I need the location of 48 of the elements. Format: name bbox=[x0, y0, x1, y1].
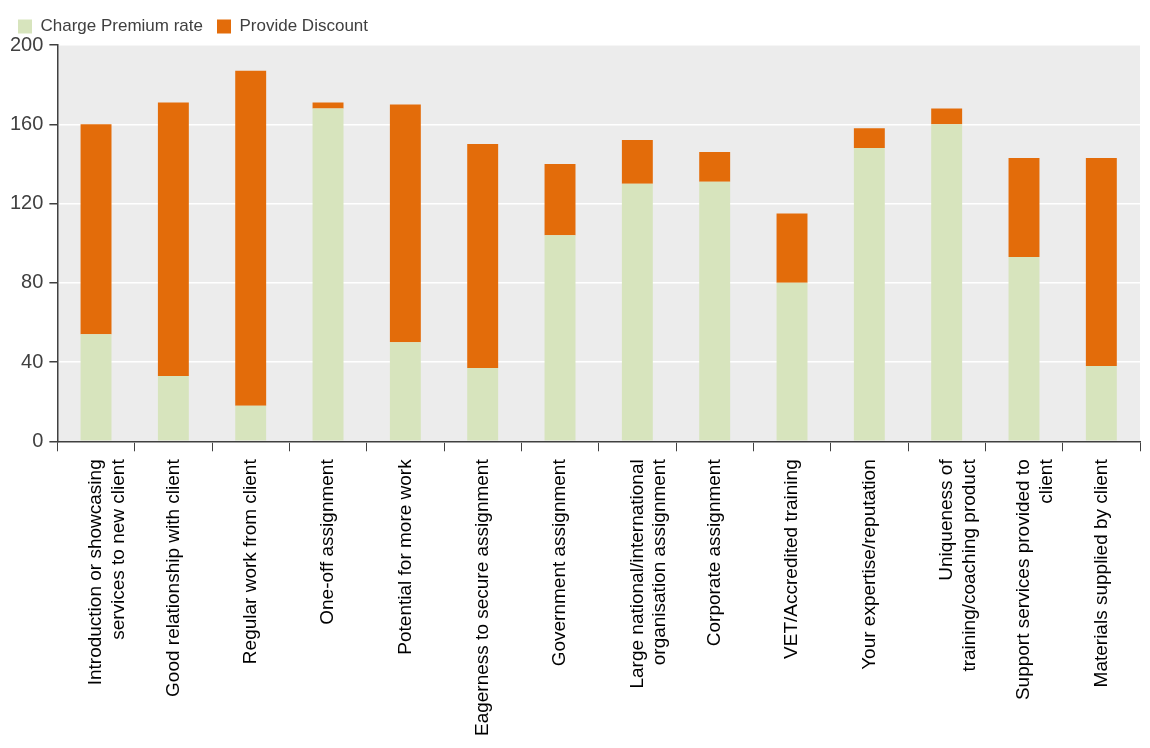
bar bbox=[467, 367, 499, 441]
y-tick-label: 80 bbox=[21, 270, 44, 293]
x-tick-label: Support services provided to client bbox=[1012, 458, 1057, 701]
bar bbox=[312, 102, 344, 109]
bar bbox=[699, 181, 731, 441]
x-tick-label: Eagerness to secure assignment bbox=[470, 458, 492, 737]
bar bbox=[157, 102, 189, 376]
x-tick-label: Potential for more work bbox=[393, 458, 415, 655]
bar bbox=[544, 235, 576, 441]
bar bbox=[621, 183, 653, 441]
legend-label: Provide Discount bbox=[239, 16, 369, 36]
bar bbox=[157, 375, 189, 441]
bar bbox=[80, 334, 112, 441]
x-tick-label: Your expertise/reputation bbox=[857, 459, 879, 670]
bar bbox=[853, 148, 885, 441]
y-tick-label: 120 bbox=[9, 191, 44, 214]
bar bbox=[853, 128, 885, 149]
bar bbox=[1008, 257, 1040, 441]
bar bbox=[931, 108, 963, 125]
bar bbox=[1008, 157, 1040, 258]
bar bbox=[235, 405, 267, 441]
bar bbox=[1085, 366, 1117, 441]
y-tick-label: 160 bbox=[9, 111, 44, 134]
y-tick-label: 0 bbox=[32, 428, 44, 451]
bar bbox=[699, 152, 731, 182]
bar bbox=[80, 124, 112, 335]
x-tick-label: VET/Accredited training bbox=[780, 459, 802, 659]
bar bbox=[389, 104, 421, 343]
bar bbox=[776, 213, 808, 283]
bar bbox=[544, 163, 576, 236]
x-tick-label: Large national/international organisation assignment bbox=[625, 458, 670, 689]
bar bbox=[235, 70, 267, 406]
bar bbox=[1085, 157, 1117, 366]
x-tick-label: Government assignment bbox=[548, 458, 570, 667]
x-tick-label: Corporate assignment bbox=[702, 458, 724, 647]
x-tick-label: Introduction or showcasing services to new client bbox=[84, 458, 129, 686]
y-tick-label: 40 bbox=[21, 349, 44, 372]
bar bbox=[389, 342, 421, 441]
bar bbox=[312, 108, 344, 441]
bar bbox=[467, 144, 499, 368]
bar bbox=[931, 124, 963, 441]
x-tick-label: Regular work from client bbox=[238, 458, 260, 665]
x-tick-label: One-off assignment bbox=[316, 458, 338, 625]
bar bbox=[776, 282, 808, 441]
bar bbox=[621, 140, 653, 184]
x-tick-label: Good relationship with client bbox=[161, 458, 183, 697]
x-tick-label: Materials supplied by client bbox=[1089, 458, 1111, 688]
x-tick-label: Uniqueness of training/coaching product bbox=[934, 458, 979, 672]
